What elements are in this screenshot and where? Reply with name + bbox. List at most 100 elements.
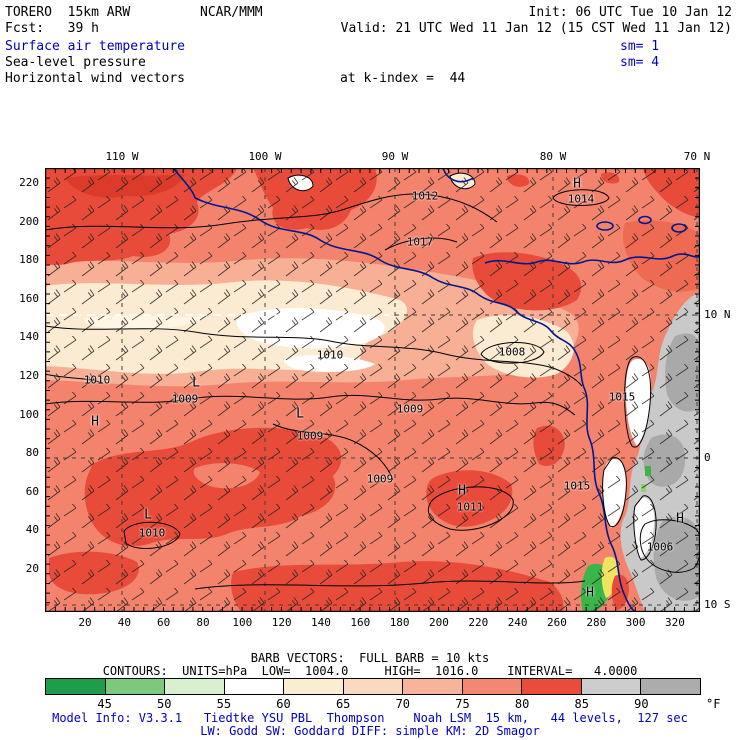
x-axis-tick-label: 60 bbox=[157, 616, 171, 629]
pressure-center-label: H bbox=[91, 414, 99, 430]
contour-label: 1010 bbox=[138, 526, 166, 540]
contour-label: 1012 bbox=[411, 189, 439, 203]
valid-time: Valid: 21 UTC Wed 11 Jan 12 (15 CST Wed … bbox=[340, 21, 732, 36]
x-axis-tick-label: 100 bbox=[232, 616, 253, 629]
pressure-labels: 1012 H 1014 1017 1010 1008 1010 L 1009 H L 1009 1009… bbox=[45, 168, 700, 612]
k-index-label: at k-index = 44 bbox=[340, 71, 466, 86]
colorbar-labels: °F 45 50 55 60 65 70 75 80 85 90 bbox=[45, 697, 735, 711]
colorbar-cell bbox=[284, 679, 344, 694]
contour-label: 1006 bbox=[646, 540, 674, 554]
init-time: Init: 06 UTC Tue 10 Jan 12 bbox=[528, 5, 733, 20]
pressure-center-label: H bbox=[676, 511, 684, 527]
colorbar-cell bbox=[224, 679, 285, 694]
contour-label: 1010 bbox=[83, 373, 111, 387]
map-graphic bbox=[45, 168, 700, 612]
colorbar bbox=[45, 678, 701, 695]
wind-barbs-overlay bbox=[45, 168, 700, 612]
x-axis-tick-label: 280 bbox=[586, 616, 607, 629]
map-frame bbox=[45, 168, 700, 612]
x-axis-tick-label: 180 bbox=[389, 616, 410, 629]
model-info-line2: LW: Godd SW: Goddard DIFF: simple KM: 2D… bbox=[200, 724, 540, 738]
x-axis-tick-label: 160 bbox=[350, 616, 371, 629]
contour-label: 1010 bbox=[316, 348, 344, 362]
y-axis-tick-label: 20 bbox=[25, 562, 39, 575]
smooth-1: sm= 1 bbox=[620, 39, 660, 54]
colorbar-cell bbox=[641, 679, 701, 694]
contour-label: 1017 bbox=[406, 235, 434, 249]
colorbar-tick-label: 60 bbox=[276, 697, 291, 711]
map-panel: 1012 H 1014 1017 1010 1008 1010 L 1009 H L 1009 1009… bbox=[45, 168, 700, 612]
longitude-label: 110 W bbox=[105, 150, 139, 163]
colorbar-tick-label: 55 bbox=[216, 697, 232, 711]
coastlines bbox=[172, 168, 700, 612]
y-axis-tick-label: 160 bbox=[19, 291, 39, 305]
colorbar-cell bbox=[403, 679, 463, 694]
contour-legend: CONTOURS: UNITS=hPa LOW= 1004.0 HIGH= 10… bbox=[102, 664, 638, 678]
x-axis-tick-label: 200 bbox=[429, 616, 449, 629]
colorbar-tick-label: 90 bbox=[634, 697, 649, 711]
y-axis-tick-label: 80 bbox=[25, 446, 39, 460]
latitude-label: 10 S bbox=[704, 598, 731, 611]
colorbar-cell bbox=[522, 679, 582, 694]
y-axis-tick-label: 220 bbox=[19, 176, 39, 189]
pressure-center-label: L bbox=[296, 406, 304, 422]
longitude-label: 70 N bbox=[683, 150, 711, 163]
colorbar-unit: °F bbox=[706, 697, 721, 711]
contour-label: 1009 bbox=[171, 392, 199, 406]
contour-label: 1015 bbox=[608, 390, 636, 404]
pressure-center-label: H bbox=[586, 585, 594, 601]
right-axis-labels: 10 N 0 10 S bbox=[704, 168, 738, 618]
colorbar-cell bbox=[462, 679, 523, 694]
field-temperature-label: Surface air temperature bbox=[5, 39, 186, 54]
model-name: TORERO 15km ARW bbox=[5, 5, 131, 20]
colorbar-tick-label: 50 bbox=[157, 697, 172, 711]
x-axis-tick-label: 300 bbox=[625, 616, 646, 629]
y-axis-tick-label: 120 bbox=[19, 369, 39, 382]
latitude-label: 0 bbox=[704, 451, 711, 464]
y-axis-tick-label: 180 bbox=[19, 253, 39, 267]
pressure-center-label: L bbox=[192, 375, 200, 391]
x-axis-tick-label: 40 bbox=[117, 616, 131, 629]
x-axis-tick-label: 80 bbox=[196, 616, 210, 629]
pressure-center-label: H bbox=[573, 176, 581, 192]
top-axis-labels: 110 W 100 W 90 W 80 W 70 N bbox=[45, 150, 735, 164]
y-axis-tick-label: 140 bbox=[19, 330, 39, 344]
latitude-label: 10 N bbox=[704, 308, 731, 321]
x-axis-tick-label: 20 bbox=[78, 616, 92, 629]
model-info-line1: Model Info: V3.3.1 Tiedtke YSU PBL Thomp… bbox=[52, 711, 688, 725]
x-axis-tick-label: 140 bbox=[311, 616, 331, 629]
contour-label: 1009 bbox=[296, 429, 324, 443]
x-axis-tick-label: 120 bbox=[271, 616, 292, 629]
contour-label: 1008 bbox=[498, 345, 526, 359]
colorbar-cell bbox=[46, 679, 106, 694]
colorbar-tick-label: 65 bbox=[335, 697, 351, 711]
y-axis-tick-label: 200 bbox=[19, 214, 39, 228]
pressure-contours bbox=[45, 189, 700, 590]
y-axis-tick-label: 60 bbox=[25, 484, 39, 498]
contour-label: 1014 bbox=[567, 192, 595, 206]
colorbar-tick-label: 80 bbox=[514, 697, 530, 711]
contour-label: 1015 bbox=[563, 479, 591, 493]
grid-lines bbox=[45, 168, 700, 612]
field-pressure-label: Sea-level pressure bbox=[5, 55, 146, 70]
longitude-label: 100 W bbox=[248, 150, 282, 163]
pressure-center-label: H bbox=[458, 483, 466, 499]
longitude-label: 90 W bbox=[381, 150, 409, 163]
colorbar-tick-label: 85 bbox=[574, 697, 589, 711]
center-name: NCAR/MMM bbox=[200, 5, 263, 20]
y-axis-labels: 220 200 180 160 140 120 100 80 60 40 20 bbox=[0, 168, 42, 612]
colorbar-cell bbox=[581, 679, 642, 694]
colorbar-cell bbox=[105, 679, 166, 694]
x-axis-tick-label: 240 bbox=[507, 616, 528, 629]
colorbar-cell bbox=[343, 679, 404, 694]
x-axis-tick-label: 260 bbox=[547, 616, 567, 629]
field-wind-label: Horizontal wind vectors bbox=[5, 71, 186, 86]
x-axis-tick-label: 220 bbox=[468, 616, 489, 629]
y-axis-tick-label: 40 bbox=[25, 523, 39, 537]
contour-label: 1009 bbox=[396, 402, 424, 416]
x-axis-labels: 20 40 60 80 100 120 140 160 180 200 220 240 260 280 30… bbox=[45, 616, 725, 630]
contour-label: 1011 bbox=[456, 500, 484, 514]
longitude-label: 80 W bbox=[539, 150, 567, 163]
colorbar-tick-label: 70 bbox=[395, 697, 411, 711]
